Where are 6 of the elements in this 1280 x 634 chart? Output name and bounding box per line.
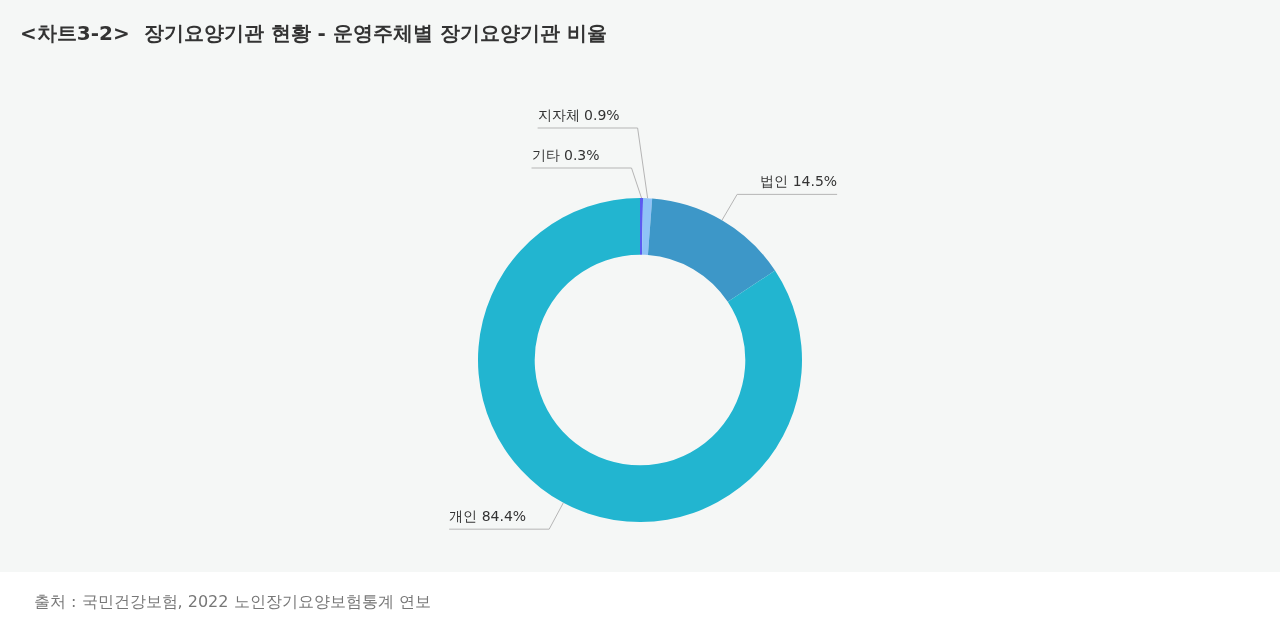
slice-label: 지자체 0.9%	[537, 106, 620, 123]
source-note: 출처 : 국민건강보험, 2022 노인장기요양보험통계 연보	[34, 592, 431, 613]
slice-label: 법인 14.5%	[760, 173, 838, 190]
chart-title: <차트3-2> 장기요양기관 현황 - 운영주체별 장기요양기관 비율	[20, 20, 607, 47]
slice-label: 기타 0.3%	[531, 146, 600, 163]
slice-label: 개인 84.4%	[449, 507, 527, 524]
